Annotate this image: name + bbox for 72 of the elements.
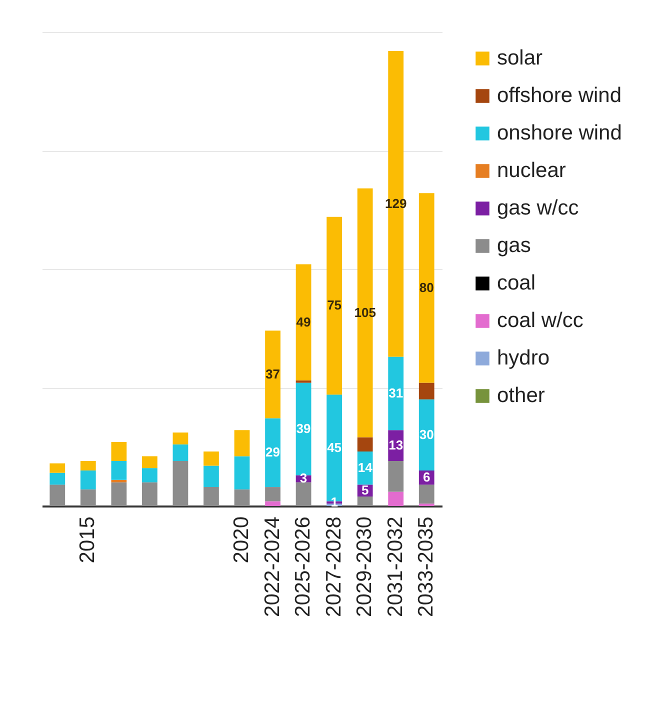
bar	[265, 330, 280, 418]
x-tick-label: 2015	[76, 516, 100, 564]
bar	[80, 470, 96, 490]
bar	[265, 487, 280, 502]
bar	[50, 484, 66, 506]
legend-label: onshore wind	[497, 122, 622, 144]
data-label: 30	[419, 426, 434, 442]
x-tick-label: 2031-2032	[384, 516, 407, 617]
bar	[111, 482, 127, 506]
bar	[142, 468, 158, 482]
bar	[388, 356, 404, 430]
bar	[80, 460, 96, 470]
bar	[111, 442, 127, 461]
bar	[418, 382, 434, 400]
data-label: 45	[327, 440, 342, 455]
data-label: 37	[266, 366, 280, 382]
bar	[296, 482, 312, 506]
bar	[234, 489, 250, 506]
data-label: 39	[296, 420, 311, 436]
data-label: 80	[419, 280, 434, 295]
legend-label: solar	[497, 46, 543, 70]
bar	[50, 463, 66, 473]
bar	[357, 437, 373, 452]
legend-label: hydro	[497, 346, 550, 370]
bar	[388, 492, 404, 506]
legend-label: coal w/cc	[497, 309, 584, 332]
legend-label: offshore wind	[497, 84, 622, 107]
bar	[80, 489, 96, 506]
bar	[296, 264, 312, 380]
data-label: 75	[327, 298, 342, 313]
x-tick-label: 2022-2024	[260, 516, 284, 617]
bar	[172, 432, 188, 444]
x-tick-label: 2029-2030	[353, 516, 376, 617]
x-tick-label: 2025-2026	[292, 516, 315, 617]
data-label: 3	[300, 470, 308, 486]
bar	[326, 216, 342, 395]
bar	[204, 487, 219, 506]
data-label: 14	[358, 460, 374, 476]
bar	[204, 466, 219, 488]
bar	[234, 456, 250, 490]
x-tick-label: 2020	[230, 516, 253, 564]
bar	[50, 472, 66, 485]
legend-label: nuclear	[497, 159, 566, 182]
bar	[296, 380, 312, 383]
bar	[142, 456, 158, 468]
data-label: 6	[423, 470, 430, 485]
data-label: 1	[330, 494, 338, 510]
x-tick-label: 2027-2028	[322, 516, 346, 617]
bar	[111, 460, 127, 480]
bar	[265, 418, 280, 488]
bar	[418, 193, 434, 383]
legend-label: other	[497, 384, 545, 407]
data-label: 31	[388, 385, 404, 400]
bar	[388, 460, 404, 492]
x-tick-label: 2033-2035	[414, 516, 438, 617]
bar	[111, 480, 127, 482]
bar	[172, 460, 188, 506]
bar	[265, 501, 280, 506]
legend-label: coal	[497, 272, 536, 294]
bar	[234, 430, 250, 456]
bar	[142, 482, 158, 506]
bar	[204, 451, 219, 466]
bar	[172, 444, 188, 461]
data-label: 13	[388, 438, 404, 453]
legend-label: gas	[497, 234, 531, 257]
data-label: 29	[266, 444, 280, 460]
data-label: 5	[361, 482, 369, 498]
data-label: 49	[296, 314, 311, 330]
bar	[418, 484, 434, 504]
bar	[357, 496, 373, 506]
legend-label: gas w/cc	[497, 196, 579, 220]
bar	[418, 399, 434, 470]
